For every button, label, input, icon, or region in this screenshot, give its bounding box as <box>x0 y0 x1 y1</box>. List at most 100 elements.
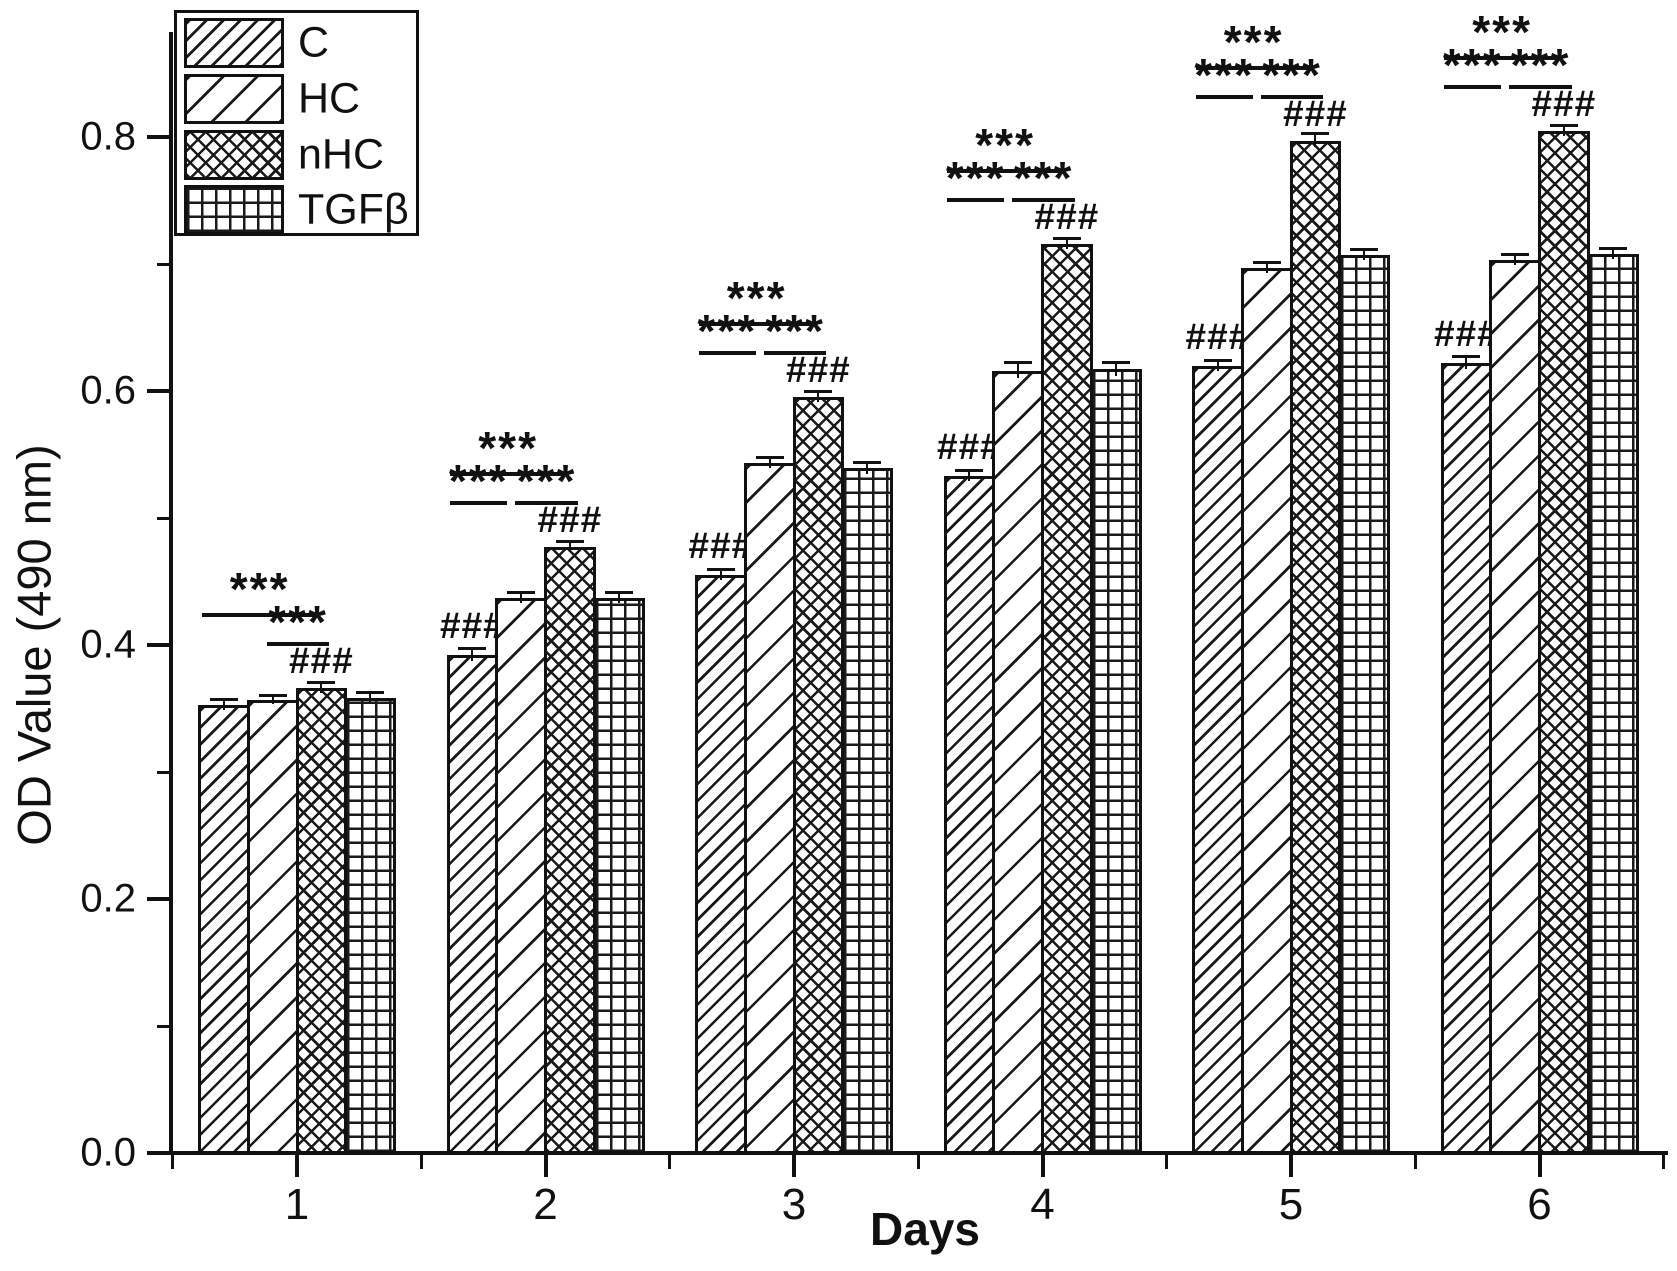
error-bar-cap <box>1350 248 1379 252</box>
legend-swatch-hc <box>184 74 284 124</box>
y-tick <box>147 1151 171 1155</box>
y-tick-label: 0.2 <box>80 876 136 921</box>
x-tick-label: 4 <box>1030 1180 1055 1229</box>
sig-bracket-short <box>1260 94 1324 99</box>
x-tick <box>792 1155 796 1177</box>
x-minor-tick <box>916 1155 920 1169</box>
sig-star-label: *** <box>697 305 758 358</box>
error-bar-cap <box>307 681 336 685</box>
sig-bracket-short <box>947 197 1005 202</box>
error-bar-cap <box>1549 123 1578 127</box>
sig-bracket-long <box>450 472 566 477</box>
x-tick-label: 5 <box>1278 1180 1304 1229</box>
sig-bracket-long <box>947 168 1063 173</box>
error-bar-cap <box>1301 132 1330 136</box>
legend-swatch-nhc <box>184 130 284 180</box>
sig-star-label: *** <box>1194 48 1255 101</box>
legend-label-tgfb: TGFβ <box>298 185 409 234</box>
bar-TGFβ-day1 <box>344 698 396 1155</box>
sig-bracket-short <box>1012 197 1075 202</box>
error-bar-whisker <box>617 592 620 604</box>
bar-C-day6 <box>1440 363 1493 1155</box>
sig-bracket-long <box>1444 55 1560 60</box>
error-bar-cap <box>604 590 633 594</box>
error-bar-cap <box>1203 358 1232 362</box>
sig-hash-label: ### <box>289 640 354 682</box>
y-tick <box>147 135 171 139</box>
sig-bracket-short <box>450 501 508 506</box>
bar-nHC-day3 <box>792 397 845 1155</box>
y-minor-tick <box>157 516 171 520</box>
y-axis-line <box>169 32 173 1155</box>
sig-hash-label: ### <box>786 349 851 391</box>
y-axis-title: OD Value (490 nm) <box>7 444 61 846</box>
legend-item-hc: HC <box>182 74 414 124</box>
y-minor-tick <box>157 770 171 774</box>
x-tick-label: 6 <box>1527 1180 1552 1229</box>
error-bar-cap <box>507 590 536 594</box>
bar-HC-day2 <box>495 598 547 1155</box>
bar-C-day3 <box>695 575 747 1155</box>
sig-star-label: *** <box>765 305 825 358</box>
error-bar-cap <box>1004 361 1033 365</box>
x-minor-tick <box>1413 1155 1417 1169</box>
error-bar-cap <box>458 646 487 650</box>
y-tick <box>147 389 171 393</box>
sig-star-label: *** <box>516 455 577 508</box>
error-bar-whisker <box>320 683 323 694</box>
error-bar-whisker <box>1562 125 1565 136</box>
error-bar-cap <box>356 691 385 695</box>
sig-bracket-short <box>1195 94 1253 99</box>
sig-hash-label: ### <box>1185 315 1251 357</box>
error-bar-cap <box>1598 246 1627 250</box>
bar-TGFβ-day3 <box>841 468 893 1155</box>
sig-star-label: *** <box>1013 151 1074 204</box>
x-axis-line <box>169 1151 1668 1155</box>
error-bar-whisker <box>817 392 820 403</box>
sig-hash-label: ### <box>688 525 754 567</box>
y-minor-tick <box>157 262 171 266</box>
sig-star-label: *** <box>1510 38 1571 91</box>
error-bar-cap <box>1052 236 1081 240</box>
sig-hash-label: ### <box>937 426 1002 468</box>
error-bar-cap <box>804 390 833 394</box>
legend-item-tgfb: TGFβ <box>182 185 414 235</box>
error-bar-cap <box>258 693 287 697</box>
sig-star-label: *** <box>268 596 328 649</box>
sig-star-label: *** <box>1472 5 1532 58</box>
sig-bracket-short <box>266 642 330 647</box>
sig-hash-label: ### <box>440 605 505 647</box>
sig-hash-label: ### <box>1283 92 1348 134</box>
bar-C-day1 <box>198 704 250 1155</box>
bar-C-day4 <box>943 476 996 1155</box>
sig-star-label: *** <box>726 272 787 325</box>
sig-star-label: *** <box>1223 15 1284 68</box>
error-bar-whisker <box>1265 262 1268 273</box>
error-bar-whisker <box>1114 363 1117 376</box>
error-bar-cap <box>853 461 882 465</box>
sig-bracket-short <box>515 501 578 506</box>
error-bar-cap <box>1501 253 1530 257</box>
error-bar-whisker <box>520 592 523 604</box>
error-bar-cap <box>1252 260 1281 264</box>
bar-HC-day3 <box>743 463 796 1155</box>
bar-C-day2 <box>446 655 499 1155</box>
legend-swatch-tgfb <box>184 185 284 235</box>
x-tick <box>1537 1155 1542 1177</box>
x-axis-title: Days <box>870 1203 980 1255</box>
sig-hash-label: ### <box>1034 195 1100 237</box>
bar-nHC-day4 <box>1041 243 1093 1155</box>
x-minor-tick <box>1662 1155 1666 1169</box>
bar-TGFβ-day4 <box>1089 369 1142 1155</box>
sig-bracket-short <box>1444 84 1502 89</box>
error-bar-whisker <box>768 458 771 469</box>
sig-hash-label: ### <box>1434 313 1499 355</box>
sig-star-label: *** <box>1442 38 1503 91</box>
legend-item-nhc: nHC <box>182 130 414 180</box>
bar-nHC-day6 <box>1538 130 1590 1155</box>
error-bar-whisker <box>1017 363 1020 379</box>
sig-hash-label: ### <box>1531 82 1597 124</box>
error-bar-whisker <box>471 648 474 662</box>
bar-C-day5 <box>1192 365 1244 1155</box>
